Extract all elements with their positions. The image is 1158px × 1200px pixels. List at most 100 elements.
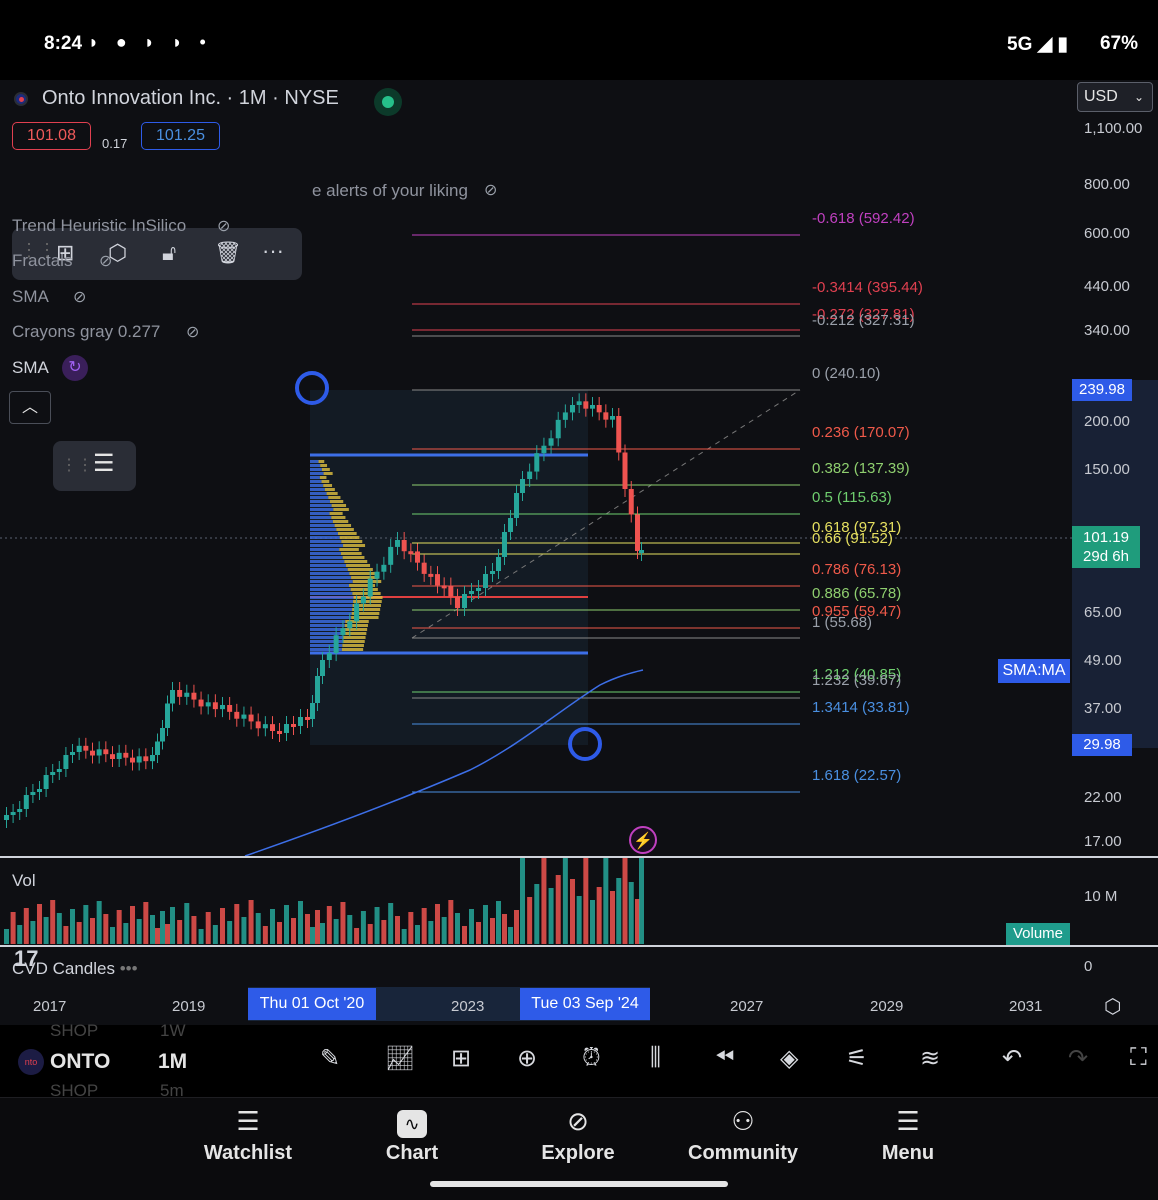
volume-profile-bar	[343, 632, 367, 635]
candle	[333, 635, 339, 654]
volume-bar	[30, 921, 36, 944]
layout-icon[interactable]: ⊞	[451, 1045, 472, 1072]
home-indicator[interactable]	[430, 1181, 728, 1187]
candle	[83, 745, 89, 751]
symbol-selector[interactable]: ONTO	[50, 1050, 111, 1073]
people-icon: ⚇	[731, 1106, 755, 1136]
volume-profile-bar	[310, 508, 334, 511]
volume-profile-bar	[353, 596, 383, 599]
redo-icon[interactable]: ↷	[1068, 1045, 1089, 1072]
fib-label: 0.955 (59.47)	[812, 603, 902, 620]
volume-profile-bar	[310, 560, 345, 563]
volume-profile-bar	[310, 512, 330, 515]
volume-bar	[37, 904, 42, 944]
sliders-icon[interactable]: ⚟	[846, 1045, 868, 1072]
volume-bar	[428, 921, 434, 944]
collapse-button[interactable]: ︿	[9, 391, 51, 424]
candle	[170, 690, 175, 704]
nav-explore[interactable]: ⊘ Explore	[518, 1104, 638, 1165]
currency-select[interactable]: USD ⌄	[1077, 82, 1153, 112]
nav-chart[interactable]: ∿ Chart	[352, 1104, 472, 1165]
volume-bar	[347, 915, 353, 944]
volume-tick: 10 M	[1084, 888, 1118, 905]
volume-bar	[381, 920, 387, 944]
volume-profile-bar	[310, 480, 322, 483]
volume-profile-bar	[310, 556, 343, 559]
object-tree-panel[interactable]: ⋮⋮ ☰	[53, 441, 136, 491]
pen-icon[interactable]: ✎	[320, 1045, 341, 1072]
interval-selector[interactable]: 1M	[158, 1050, 188, 1073]
fullscreen-icon[interactable]: ⛶	[1130, 1044, 1147, 1071]
volume-bar	[227, 921, 233, 944]
volume-bar	[555, 875, 561, 944]
eye-off-icon[interactable]: ⊘	[186, 324, 200, 341]
market-status-icon[interactable]	[374, 88, 402, 116]
volume-profile-bar	[320, 464, 328, 467]
volume-profile-bar	[310, 608, 353, 611]
drag-handle-icon[interactable]: ⋮⋮	[20, 240, 56, 260]
nav-community[interactable]: ⚇ Community	[683, 1104, 803, 1165]
more-options-icon[interactable]: ···	[262, 238, 284, 263]
volume-bar	[160, 911, 165, 944]
list-settings-icon[interactable]: ☰	[93, 450, 115, 477]
volume-bar	[622, 858, 628, 944]
nav-menu[interactable]: ☰ Menu	[848, 1104, 968, 1165]
eye-off-icon[interactable]: ⊘	[217, 218, 231, 235]
volume-bar	[435, 904, 440, 944]
refresh-icon[interactable]: ↻	[62, 355, 88, 381]
volume-bar	[143, 902, 149, 944]
volume-bar	[570, 879, 575, 944]
compare-icon[interactable]: ≋	[920, 1045, 941, 1072]
candle	[347, 621, 353, 629]
alarm-icon[interactable]: ⏰︎	[582, 1044, 601, 1071]
candle	[374, 571, 380, 579]
volume-bar	[220, 908, 225, 944]
volume-bar	[205, 912, 211, 944]
indicator-sma[interactable]: SMA	[12, 287, 49, 306]
eye-off-icon[interactable]: ⊘	[99, 253, 113, 270]
undo-icon[interactable]: ↶	[1002, 1045, 1023, 1072]
chart-area[interactable]: ⚡ Onto Innovation Inc. · 1M · NYSE USD ⌄ …	[0, 80, 1158, 1025]
replay-icon[interactable]: ⏪︎	[715, 1044, 735, 1071]
fib-label: -0.212 (327.31)	[812, 312, 915, 329]
eye-off-icon[interactable]: ⊘	[484, 182, 498, 199]
symbol-title[interactable]: Onto Innovation Inc. · 1M · NYSE	[42, 87, 339, 109]
candle	[23, 795, 29, 809]
layers-icon[interactable]: ◈	[780, 1045, 799, 1072]
volume-bar	[255, 913, 261, 944]
spread-value: 0.17	[102, 136, 128, 151]
unlock-icon[interactable]: 🔓︎	[162, 240, 177, 265]
buy-button[interactable]: 101.25	[141, 122, 220, 150]
volume-profile-bar	[310, 484, 324, 487]
add-icon[interactable]: ⊕	[517, 1045, 538, 1072]
indicator-trend-heuristic[interactable]: Trend Heuristic InSilico	[12, 216, 187, 235]
chart-canvas[interactable]: ⚡	[0, 80, 1158, 1025]
indicator-sma-2[interactable]: SMA	[12, 358, 49, 377]
volume-profile-bar	[339, 536, 360, 539]
candle	[130, 757, 135, 763]
candle	[354, 603, 360, 622]
time-tick: 2019	[172, 998, 206, 1015]
volume-bar	[354, 928, 360, 944]
chart-settings-icon[interactable]: ⬡	[1104, 996, 1122, 1018]
candle	[367, 578, 373, 597]
sell-button[interactable]: 101.08	[12, 122, 91, 150]
eye-off-icon[interactable]: ⊘	[73, 289, 87, 306]
volume-bar	[320, 923, 325, 944]
add-object-icon[interactable]: ⊞	[56, 240, 75, 265]
candle	[596, 405, 602, 413]
fib-label: -0.618 (592.42)	[812, 210, 915, 227]
indicator-fractals[interactable]: Fractals	[12, 251, 73, 270]
volume-profile-bar	[310, 616, 352, 619]
trash-icon[interactable]: 🗑︎	[214, 240, 242, 265]
drag-handle-icon[interactable]: ⋮⋮	[61, 457, 93, 474]
candle	[315, 676, 320, 703]
volume-profile-bar	[342, 640, 365, 643]
candle-type-icon[interactable]: ⫼	[650, 1044, 662, 1071]
candle	[401, 540, 407, 552]
nav-watchlist[interactable]: ☰ Watchlist	[188, 1104, 308, 1165]
ghost-interval: 5m	[160, 1081, 184, 1100]
indicator-crayons[interactable]: Crayons gray 0.277	[12, 322, 161, 341]
settings-hexagon-icon[interactable]: ⬡	[108, 240, 128, 265]
indicators-icon[interactable]: 📈︎	[385, 1045, 416, 1072]
